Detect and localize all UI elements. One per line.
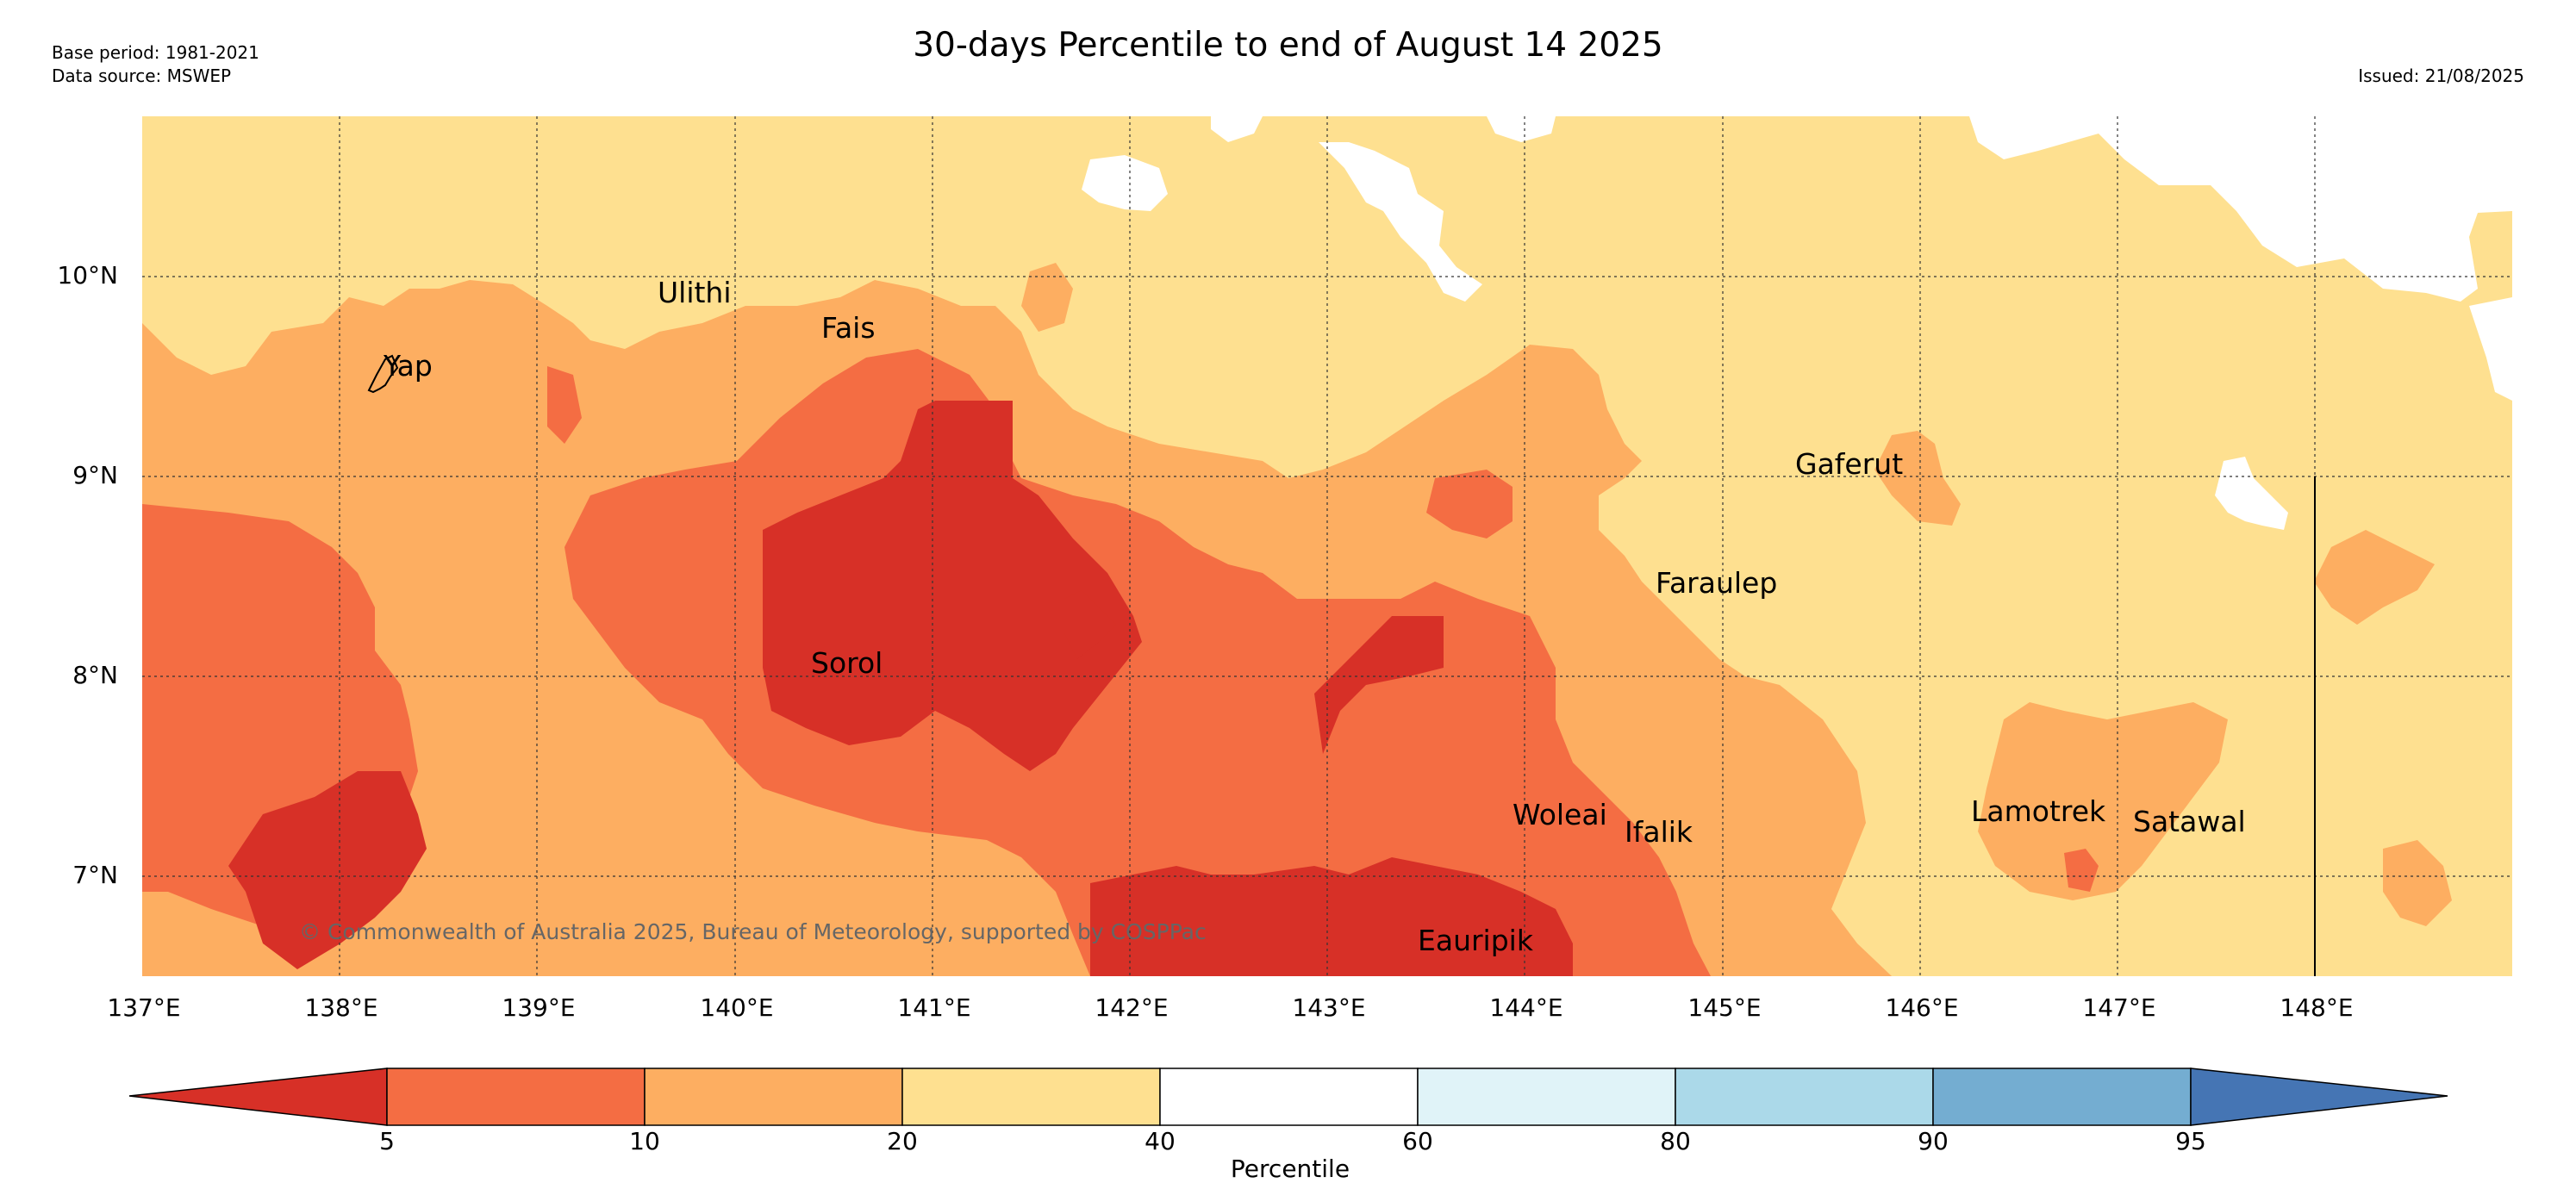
band-5-10-yap	[547, 366, 582, 444]
lat-label-8n: 8°N	[72, 661, 118, 689]
colorbar-segment-90-95	[1932, 1068, 2192, 1126]
colorbar-segment-60-80	[1417, 1068, 1676, 1126]
lat-label-7n: 7°N	[72, 861, 118, 889]
lon-label-142e: 142°E	[1095, 993, 1169, 1022]
place-label-ulithi: Ulithi	[658, 276, 732, 309]
place-label-gaferut: Gaferut	[1795, 447, 1904, 481]
white-patch-e	[2469, 297, 2512, 401]
lon-label-140e: 140°E	[700, 993, 774, 1022]
colorbar-tick-40: 40	[1145, 1127, 1176, 1155]
white-patch-n2	[1082, 155, 1168, 211]
place-label-faraulep: Faraulep	[1656, 566, 1778, 600]
place-label-woleai: Woleai	[1513, 798, 1607, 831]
band-10-20-east	[2314, 530, 2435, 625]
colorbar-segment-20-40	[901, 1068, 1161, 1126]
colorbar-segment-5-10	[386, 1068, 646, 1126]
lon-label-147e: 147°E	[2082, 993, 2156, 1022]
map-svg	[142, 116, 2512, 976]
colorbar-segment-80-90	[1675, 1068, 1934, 1126]
lon-label-148e: 148°E	[2280, 993, 2354, 1022]
band-below5-mid	[1314, 616, 1444, 754]
white-patch-n3	[1211, 116, 1263, 142]
band-below5-sw	[228, 771, 427, 969]
band-5-10-ne	[1426, 470, 1513, 538]
colorbar-tick-90: 90	[1918, 1127, 1949, 1155]
map-title: 30-days Percentile to end of August 14 2…	[913, 26, 1663, 65]
white-patch-north-center	[1319, 142, 1482, 302]
band-below5-south	[1090, 857, 1573, 976]
colorbar-extend-above-95	[2190, 1068, 2448, 1126]
lat-label-10n: 10°N	[57, 261, 118, 289]
colorbar-tick-20: 20	[887, 1127, 918, 1155]
place-label-fais: Fais	[821, 311, 876, 345]
colorbar-tick-5: 5	[379, 1127, 395, 1155]
band-10-20-se	[2383, 840, 2452, 926]
lat-label-9n: 9°N	[72, 461, 118, 489]
place-label-satawal: Satawal	[2133, 805, 2246, 838]
colorbar-title: Percentile	[1230, 1155, 1350, 1183]
colorbar-tick-95: 95	[2175, 1127, 2206, 1155]
lon-label-138e: 138°E	[304, 993, 378, 1022]
white-patch-ne	[1969, 116, 2512, 302]
percentile-map: Yap Ulithi Fais Sorol Gaferut Faraulep W…	[142, 116, 2512, 976]
band-below5-east-of-sorol	[1064, 590, 1116, 659]
colorbar-tick-10: 10	[629, 1127, 660, 1155]
white-patch-gaferut-east	[2215, 457, 2288, 530]
place-label-sorol: Sorol	[811, 646, 883, 680]
lon-label-141e: 141°E	[897, 993, 971, 1022]
band-10-20-gaferut	[1874, 431, 1961, 526]
data-source-text: Data source: MSWEP	[52, 65, 232, 86]
base-period-text: Base period: 1981-2021	[52, 42, 259, 63]
lon-label-144e: 144°E	[1489, 993, 1563, 1022]
colorbar	[128, 1068, 2448, 1126]
place-label-lamotrek: Lamotrek	[1971, 794, 2106, 828]
band-below5-sorol	[763, 401, 1142, 771]
colorbar-tick-60: 60	[1402, 1127, 1433, 1155]
colorbar-segment-40-60	[1159, 1068, 1419, 1126]
band-10-20-lamotrek	[1978, 702, 2228, 900]
colorbar-extend-below-5	[128, 1068, 388, 1126]
place-label-yap: Yap	[384, 349, 433, 383]
lon-label-143e: 143°E	[1292, 993, 1366, 1022]
colorbar-segment-10-20	[644, 1068, 903, 1126]
place-label-eauripik: Eauripik	[1418, 924, 1533, 957]
band-5-10-lamotrek	[2064, 849, 2099, 892]
yap-island-outline	[367, 354, 399, 394]
place-label-ifalik: Ifalik	[1625, 815, 1693, 849]
copyright-notice: © Commonwealth of Australia 2025, Bureau…	[299, 919, 1207, 944]
band-10-20-fais	[1021, 263, 1073, 332]
lon-label-139e: 139°E	[502, 993, 576, 1022]
colorbar-tick-80: 80	[1660, 1127, 1691, 1155]
lon-label-146e: 146°E	[1885, 993, 1959, 1022]
issued-date-text: Issued: 21/08/2025	[2358, 65, 2524, 86]
white-patch-n4	[1487, 116, 1556, 142]
lon-label-145e: 145°E	[1687, 993, 1762, 1022]
lon-label-137e: 137°E	[107, 993, 181, 1022]
